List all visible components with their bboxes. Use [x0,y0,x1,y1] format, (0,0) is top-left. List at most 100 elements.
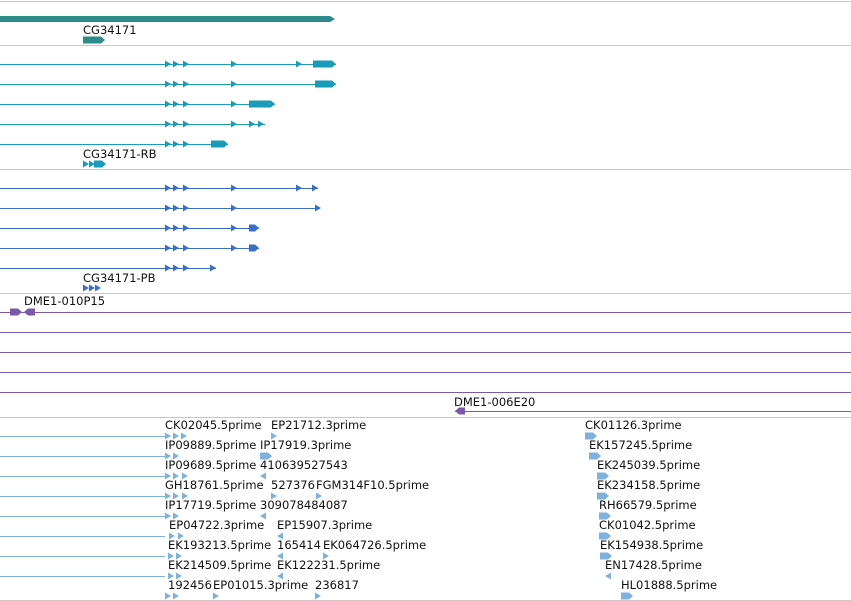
exon-arrow [183,184,189,192]
exon-arrow [178,532,184,540]
exon-block [585,432,597,440]
exon-block [249,100,275,108]
exon-arrow [183,100,189,108]
exon-arrow [277,572,283,580]
exon-block [597,492,609,500]
est-label[interactable]: 410639527543 [260,458,348,472]
exon-arrow [231,224,237,232]
exon-arrow [95,284,101,292]
exon-arrow [165,264,171,272]
est-label[interactable]: EK157245.5prime [589,438,693,452]
est-label[interactable]: RH66579.5prime [599,498,697,512]
exon-arrow [231,80,237,88]
exon-arrow [173,492,179,500]
exon-block [315,80,336,88]
exon-arrow [165,512,171,520]
est-label[interactable]: IP17919.3prime [260,438,352,452]
est-label[interactable]: CK01126.3prime [585,418,682,432]
exon-arrow [173,100,179,108]
exon-arrow [277,552,283,560]
est-label[interactable]: EK064726.5prime [323,538,427,552]
exon-arrow [183,204,189,212]
exon-block [10,308,22,316]
exon-arrow [89,284,95,292]
exon-arrow [173,224,179,232]
exon-arrow [183,224,189,232]
est-label[interactable]: CK02045.5prime [165,418,262,432]
exon-arrow [258,120,264,128]
est-label[interactable]: EK122231.5prime [277,558,381,572]
exon-block [249,224,259,232]
est-label[interactable]: IP09889.5prime [165,438,257,452]
exon-arrow [296,184,302,192]
exon-arrow [165,592,171,600]
est-label[interactable]: EK245039.5prime [597,458,701,472]
exon-arrow [173,80,179,88]
est-label[interactable]: EP04722.3prime [169,518,265,532]
exon-arrow [296,60,302,68]
exon-arrow [173,512,179,520]
exon-arrow [182,492,188,500]
exon-arrow [165,140,171,148]
exon-arrow [260,512,266,520]
est-label[interactable]: 236817 [315,578,359,592]
est-label[interactable]: EK154938.5prime [600,538,704,552]
exon-block [599,512,611,520]
est-label[interactable]: CK01042.5prime [599,518,696,532]
exon-arrow [271,432,277,440]
est-label[interactable]: EK214509.5prime [168,558,272,572]
est-label[interactable]: HL01888.5prime [621,578,718,592]
est-label[interactable]: 192456 [168,578,212,592]
exon-arrow [83,284,89,292]
exon-arrow [312,184,318,192]
exon-arrow [173,592,179,600]
est-label[interactable]: 527376 [271,478,315,492]
exon-arrow [83,160,89,168]
exon-arrow [165,184,171,192]
est-label[interactable]: EN17428.5prime [605,558,702,572]
exon-arrow [182,472,188,480]
est-label[interactable]: 309078484087 [260,498,348,512]
transcript-rb-label[interactable]: CG34171-RB [83,147,157,161]
exon-arrow [165,224,171,232]
exon-arrow [165,452,171,460]
exon-arrow [176,552,182,560]
exon-arrow [165,472,171,480]
clone-label-2[interactable]: DME1-006E20 [454,395,536,409]
exon-arrow [315,592,321,600]
est-label[interactable]: GH18761.5prime [165,478,264,492]
est-label[interactable]: EP15907.3prime [277,518,373,532]
exon-arrow [173,184,179,192]
clone-label-1[interactable]: DME1-010P15 [24,294,106,308]
exon-arrow [231,184,237,192]
exon-arrow [183,120,189,128]
exon-arrow [231,100,237,108]
exon-arrow [165,204,171,212]
est-label[interactable]: EP01015.3prime [213,578,309,592]
exon-arrow [169,532,175,540]
est-label[interactable]: EK193213.5prime [168,538,272,552]
exon-arrow [173,432,179,440]
est-label[interactable]: 165414 [277,538,321,552]
exon-arrow [315,204,321,212]
exon-arrow [181,432,187,440]
transcript-pb-label[interactable]: CG34171-PB [83,271,156,285]
exon-arrow [277,532,283,540]
est-label[interactable]: IP17719.5prime [165,498,257,512]
exon-block [24,308,35,316]
exon-arrow [231,244,237,252]
exon-block [599,532,611,540]
exon-arrow [173,472,179,480]
exon-arrow [183,60,189,68]
gene-label[interactable]: CG34171 [83,23,137,37]
exon-arrow [165,120,171,128]
est-label[interactable]: IP09689.5prime [165,458,257,472]
exon-arrow [173,244,179,252]
exon-block [455,407,465,415]
exon-block [600,552,612,560]
est-label[interactable]: EP21712.3prime [271,418,367,432]
exon-arrow [316,492,322,500]
est-label[interactable]: FGM314F10.5prime [316,478,430,492]
est-label[interactable]: EK234158.5prime [597,478,701,492]
